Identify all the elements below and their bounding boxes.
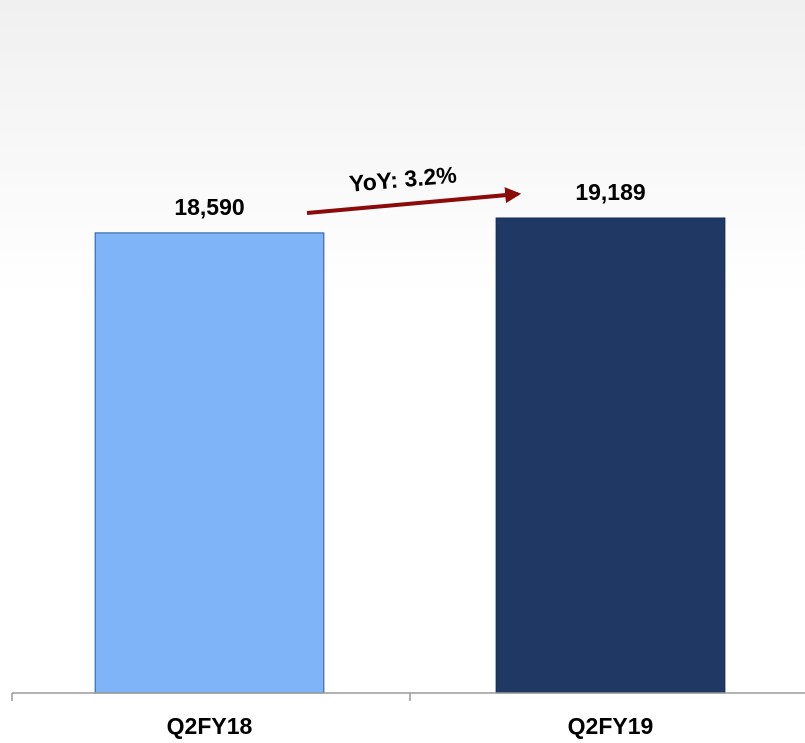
x-tick-label: Q2FY19 [568,713,654,739]
x-tick-label: Q2FY18 [167,713,253,739]
value-label: 19,189 [575,179,645,205]
bar [495,217,726,694]
yoy-arrow [306,187,522,215]
value-label: 18,590 [174,194,244,220]
bar [94,232,325,694]
